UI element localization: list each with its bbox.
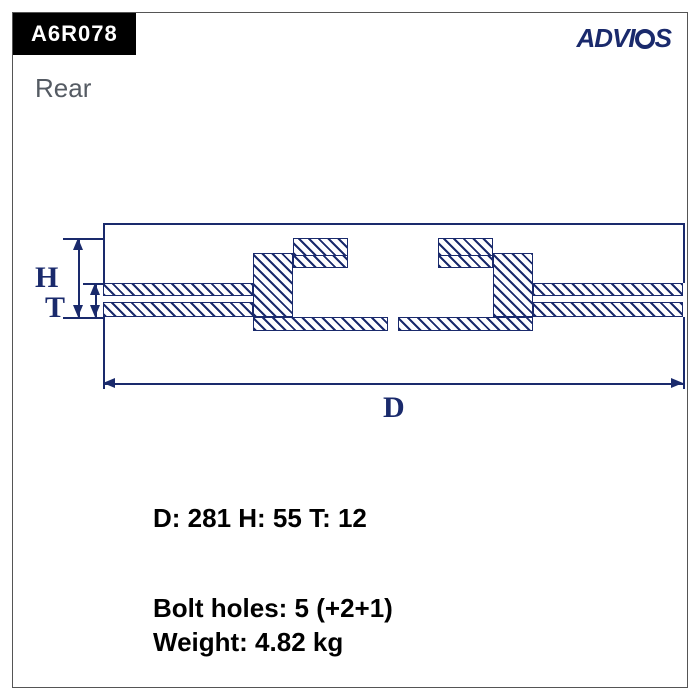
drawing-frame: A6R078 Rear ADVIS D xyxy=(12,12,688,688)
dim-d-label: D xyxy=(383,391,405,425)
hub-top-center-r xyxy=(438,256,493,268)
dim-top-right-tick xyxy=(683,223,685,283)
dim-h-label: H xyxy=(35,261,58,295)
dim-t-arrow-up xyxy=(90,283,100,295)
cross-section-diagram: D H T xyxy=(33,183,669,443)
hub-top-right xyxy=(438,238,493,256)
hub-top-center-l xyxy=(293,256,348,268)
dim-d-tick-left xyxy=(103,317,105,389)
spec-dimensions: D: 281 H: 55 T: 12 xyxy=(153,503,367,534)
dim-d-arrow-right xyxy=(671,378,683,388)
dim-d-arrow-left xyxy=(103,378,115,388)
dim-top-left-tick xyxy=(103,223,105,283)
spec-bolt-holes: Bolt holes: 5 (+2+1) xyxy=(153,593,393,624)
flange-right-slot xyxy=(533,295,683,303)
position-label: Rear xyxy=(35,73,91,104)
flange-left-slot xyxy=(103,295,253,303)
underside-left xyxy=(253,317,388,331)
dim-h-tick-top xyxy=(63,238,103,240)
dim-top-extent xyxy=(103,223,683,225)
hub-step-right xyxy=(493,253,533,317)
dim-t-tick-top xyxy=(83,283,103,285)
dim-t-label: T xyxy=(45,291,65,325)
dim-h-arrow-up xyxy=(73,238,83,250)
hub-step-left xyxy=(253,253,293,317)
dim-d-line xyxy=(103,383,683,385)
logo-o-icon xyxy=(635,29,655,49)
dim-h-arrow-down xyxy=(73,305,83,317)
dim-d-tick-right xyxy=(683,317,685,389)
underside-right xyxy=(398,317,533,331)
brand-logo: ADVIS xyxy=(577,23,671,54)
dim-t-arrow-down xyxy=(90,305,100,317)
part-number-badge: A6R078 xyxy=(13,13,136,55)
spec-weight: Weight: 4.82 kg xyxy=(153,627,343,658)
dim-h-tick-bot xyxy=(63,317,103,319)
hub-top-left xyxy=(293,238,348,256)
part-number: A6R078 xyxy=(31,21,118,46)
